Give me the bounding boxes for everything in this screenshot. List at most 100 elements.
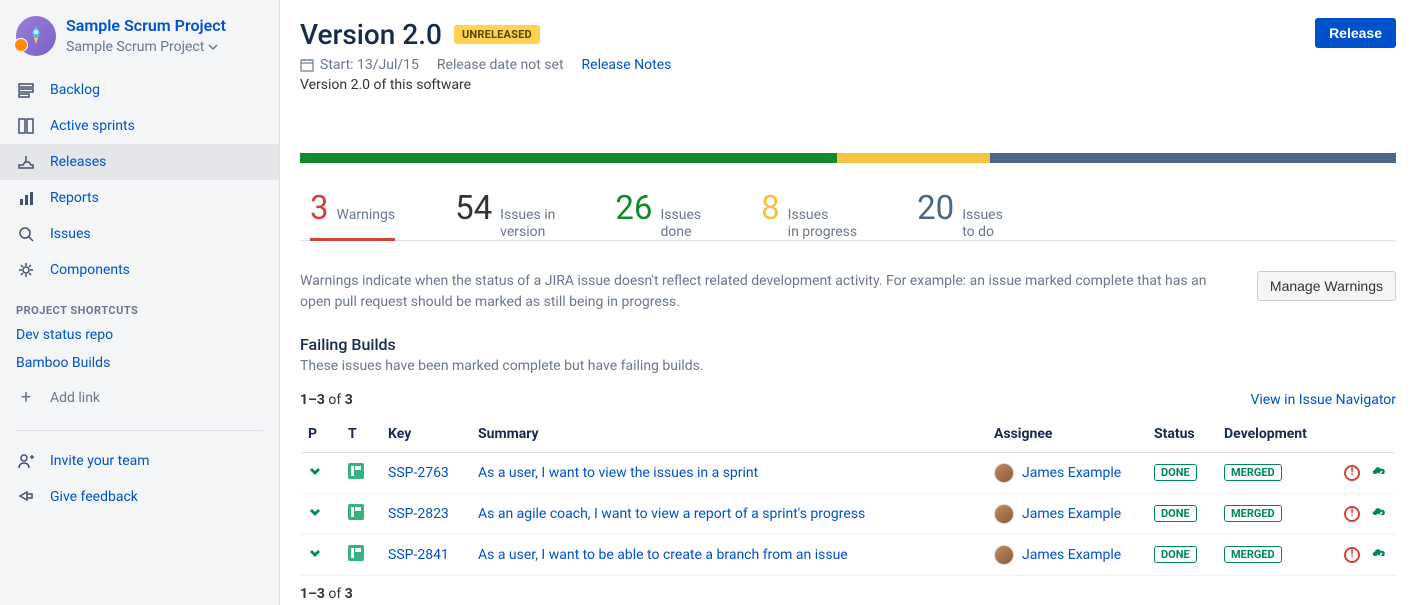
col-assignee[interactable]: Assignee <box>986 416 1146 453</box>
issue-summary-link[interactable]: As a user, I want to view the issues in … <box>478 465 758 481</box>
feedback-icon <box>16 487 36 507</box>
assignee-cell: James Example <box>986 534 1146 575</box>
col-development[interactable]: Development <box>1216 416 1336 453</box>
dev-badge: MERGED <box>1224 505 1282 522</box>
issues-icon <box>16 224 36 244</box>
release-date: Release date not set <box>437 57 564 73</box>
shortcut-bamboo[interactable]: Bamboo Builds <box>0 349 279 377</box>
stat-label: Issuesin progress <box>788 207 857 241</box>
paging-total: 3 <box>345 586 353 602</box>
stat-value: 8 <box>761 189 780 228</box>
stat-tab[interactable]: 54Issues inversion <box>455 189 555 241</box>
story-type-icon <box>348 504 364 520</box>
sidebar: Sample Scrum Project Sample Scrum Projec… <box>0 0 280 605</box>
type-cell <box>340 534 380 575</box>
col-actions <box>1336 416 1396 453</box>
priority-low-icon <box>308 548 322 564</box>
build-icon[interactable] <box>1370 546 1388 564</box>
release-button[interactable]: Release <box>1315 18 1396 48</box>
story-type-icon <box>348 463 364 479</box>
invite-team[interactable]: Invite your team <box>0 443 279 479</box>
nav-label: Backlog <box>50 82 100 98</box>
nav-label: Active sprints <box>50 118 135 134</box>
actions-cell: ! <box>1336 534 1396 575</box>
nav-list: Backlog Active sprints Releases Reports … <box>0 72 279 288</box>
dev-badge: MERGED <box>1224 464 1282 481</box>
status-badge: DONE <box>1154 464 1197 481</box>
warning-icon[interactable]: ! <box>1344 506 1360 522</box>
stat-label: Issues inversion <box>500 207 555 241</box>
status-cell: DONE <box>1146 452 1216 493</box>
priority-low-icon <box>308 507 322 523</box>
nav-components[interactable]: Components <box>0 252 279 288</box>
nav-reports[interactable]: Reports <box>0 180 279 216</box>
paging-top: 1–3 of 3 <box>300 392 353 408</box>
story-type-icon <box>348 545 364 561</box>
key-cell: SSP-2823 <box>380 493 470 534</box>
priority-cell <box>300 493 340 534</box>
progress-segment <box>990 153 1396 163</box>
paging-of: of <box>328 586 341 602</box>
version-title: Version 2.0 <box>300 18 442 51</box>
nav-backlog[interactable]: Backlog <box>0 72 279 108</box>
summary-cell: As a user, I want to view the issues in … <box>470 452 986 493</box>
progress-bar <box>300 153 1396 163</box>
stat-tab[interactable]: 26Issuesdone <box>615 189 701 241</box>
stat-tab[interactable]: 3Warnings <box>310 189 395 241</box>
nav-active-sprints[interactable]: Active sprints <box>0 108 279 144</box>
assignee-link[interactable]: James Example <box>1022 506 1121 522</box>
warning-icon[interactable]: ! <box>1344 465 1360 481</box>
release-notes-link[interactable]: Release Notes <box>582 57 672 73</box>
manage-warnings-button[interactable]: Manage Warnings <box>1257 271 1396 301</box>
assignee-link[interactable]: James Example <box>1022 547 1121 563</box>
main-content: Version 2.0 UNRELEASED Start: 13/Jul/15 … <box>280 0 1410 605</box>
stat-tab[interactable]: 8Issuesin progress <box>761 189 857 241</box>
meta-row: Start: 13/Jul/15 Release date not set Re… <box>300 57 671 73</box>
col-key[interactable]: Key <box>380 416 470 453</box>
dev-badge: MERGED <box>1224 546 1282 563</box>
paging-row: 1–3 of 3 View in Issue Navigator <box>300 392 1396 408</box>
assignee-link[interactable]: James Example <box>1022 465 1121 481</box>
issue-key-link[interactable]: SSP-2823 <box>388 506 449 522</box>
sprints-icon <box>16 116 36 136</box>
add-link[interactable]: + Add link <box>0 377 279 418</box>
paging-range: 1–3 <box>300 392 325 408</box>
priority-low-icon <box>308 466 322 482</box>
project-selector[interactable]: Sample Scrum Project <box>66 39 226 55</box>
col-priority[interactable]: P <box>300 416 340 453</box>
add-link-label: Add link <box>50 390 100 406</box>
failing-builds-subtitle: These issues have been marked complete b… <box>300 358 1396 374</box>
start-date: Start: 13/Jul/15 <box>320 57 419 73</box>
assignee-cell: James Example <box>986 452 1146 493</box>
col-summary[interactable]: Summary <box>470 416 986 453</box>
footer-label: Give feedback <box>50 489 138 505</box>
issue-key-link[interactable]: SSP-2841 <box>388 547 449 563</box>
warning-icon[interactable]: ! <box>1344 547 1360 563</box>
project-title[interactable]: Sample Scrum Project <box>66 16 226 37</box>
divider <box>16 430 263 431</box>
issue-summary-link[interactable]: As an agile coach, I want to view a repo… <box>478 506 865 522</box>
priority-cell <box>300 534 340 575</box>
nav-issues[interactable]: Issues <box>0 216 279 252</box>
build-icon[interactable] <box>1370 505 1388 523</box>
build-icon[interactable] <box>1370 464 1388 482</box>
table-header-row: P T Key Summary Assignee Status Developm… <box>300 416 1396 453</box>
type-cell <box>340 493 380 534</box>
give-feedback[interactable]: Give feedback <box>0 479 279 515</box>
table-row: SSP-2823 As an agile coach, I want to vie… <box>300 493 1396 534</box>
table-row: SSP-2841 As a user, I want to be able to … <box>300 534 1396 575</box>
stat-tab[interactable]: 20Issuesto do <box>917 189 1003 241</box>
reports-icon <box>16 188 36 208</box>
nav-releases[interactable]: Releases <box>0 144 279 180</box>
nav-label: Issues <box>50 226 91 242</box>
issue-key-link[interactable]: SSP-2763 <box>388 465 449 481</box>
warnings-text: Warnings indicate when the status of a J… <box>300 271 1220 313</box>
components-icon <box>16 260 36 280</box>
col-status[interactable]: Status <box>1146 416 1216 453</box>
project-avatar <box>16 16 56 56</box>
view-issue-navigator-link[interactable]: View in Issue Navigator <box>1250 392 1396 408</box>
col-type[interactable]: T <box>340 416 380 453</box>
issue-summary-link[interactable]: As a user, I want to be able to create a… <box>478 547 848 563</box>
nav-label: Reports <box>50 190 99 206</box>
shortcut-dev-status[interactable]: Dev status repo <box>0 321 279 349</box>
